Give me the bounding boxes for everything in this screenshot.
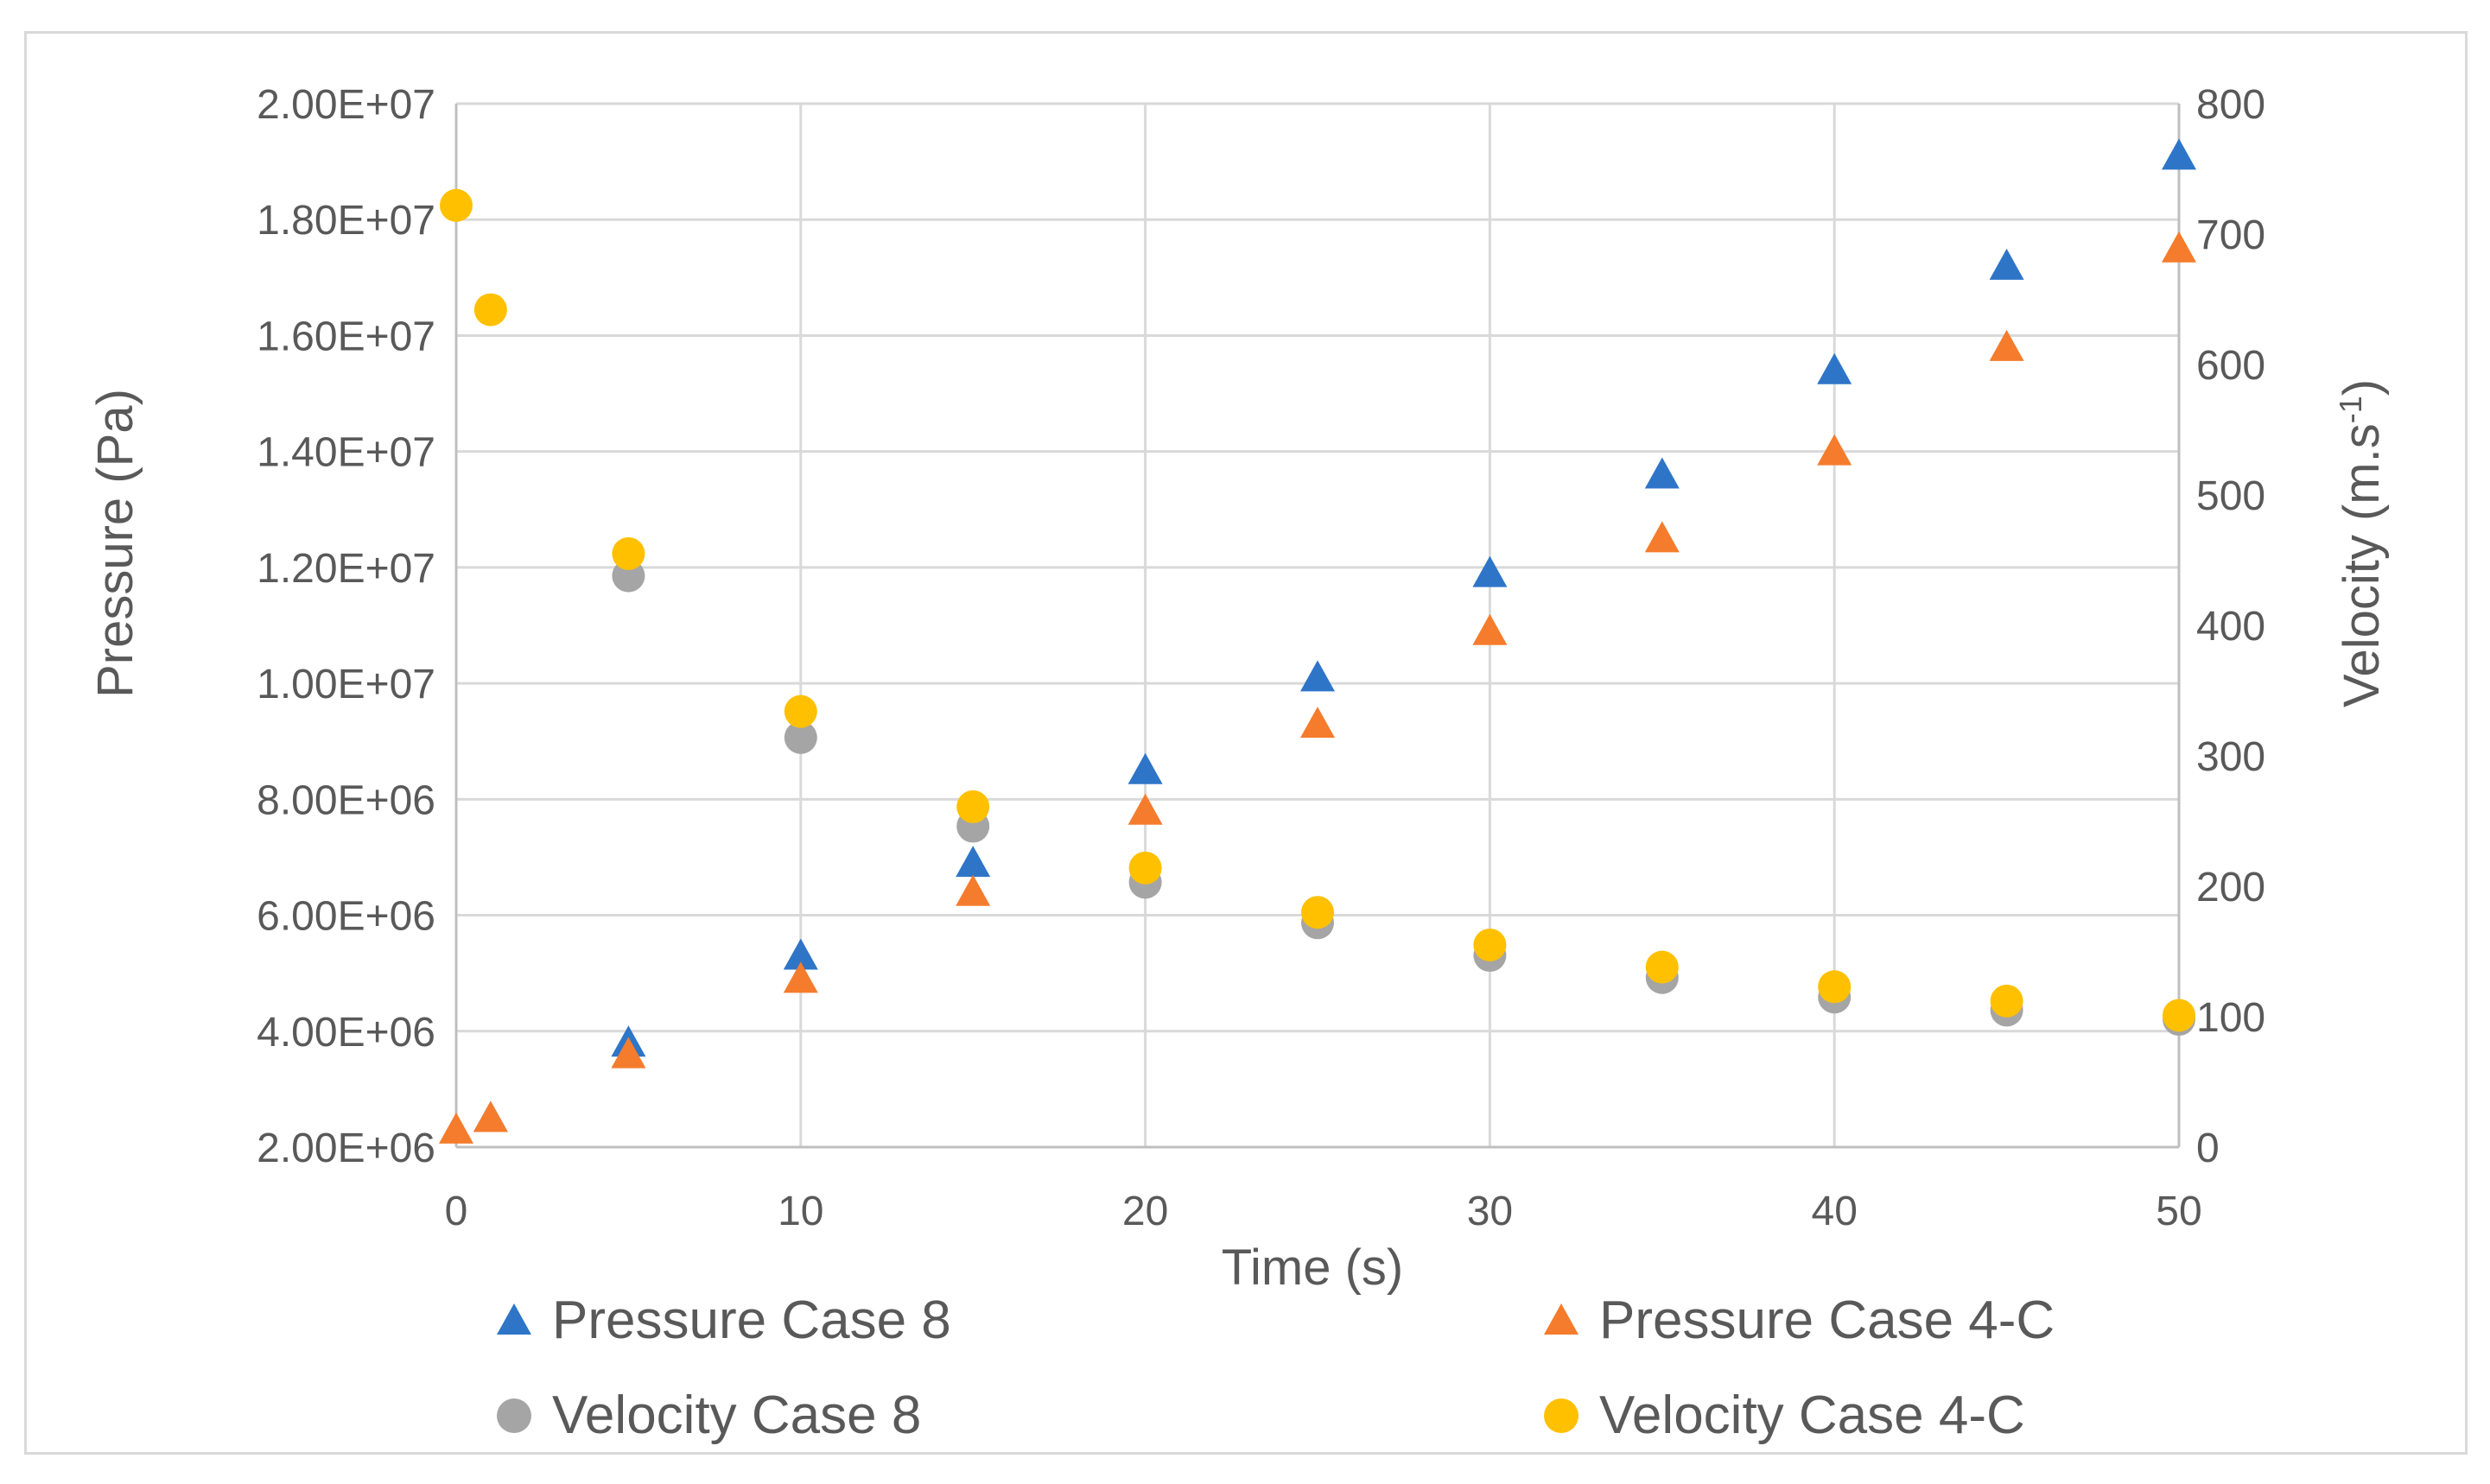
y-tick-label: 1.60E+07 [257, 314, 435, 359]
y-tick-label: 1.40E+07 [257, 430, 435, 476]
point-velocity-case-4-c [1473, 928, 1507, 961]
legend-label-velocity-case-8: Velocity Case 8 [552, 1386, 921, 1445]
point-pressure-case-4-c [2162, 231, 2196, 263]
legend: Pressure Case 8 Pressure Case 4-C Veloci… [497, 1291, 2055, 1445]
y2-tick-label: 700 [2196, 212, 2265, 258]
legend-label-velocity-case-4c: Velocity Case 4-C [1599, 1386, 2025, 1445]
point-pressure-case-8 [1817, 352, 1852, 384]
point-velocity-case-4-c [612, 536, 645, 570]
y-axis-title: Pressure (Pa) [87, 389, 143, 698]
y2-tick-label: 500 [2196, 473, 2265, 519]
x-tick-labels: 0 10 20 30 40 50 [445, 1189, 2202, 1234]
point-pressure-case-4-c [783, 961, 818, 993]
legend-marker-velocity-case-4c [1544, 1398, 1578, 1433]
x-axis-title: Time (s) [1222, 1240, 1403, 1296]
y2-axis-title-sup: -1 [2333, 396, 2368, 423]
legend-marker-pressure-case-8 [497, 1303, 531, 1335]
y-tick-label: 6.00E+06 [257, 894, 435, 940]
point-pressure-case-8 [1472, 555, 1508, 587]
y-tick-label: 4.00E+06 [257, 1010, 435, 1056]
y2-tick-label: 100 [2196, 995, 2265, 1041]
y2-tick-label: 800 [2196, 82, 2265, 128]
y-tick-label: 1.00E+07 [257, 662, 435, 707]
y2-tick-label: 600 [2196, 343, 2265, 389]
legend-item-pressure-case-4c: Pressure Case 4-C [1544, 1291, 2055, 1350]
scatter-chart: 0 10 20 30 40 50 2.00E+06 4.00E+06 6.00E+06 8.00… [87, 82, 2391, 1445]
y-tick-label: 1.20E+07 [257, 546, 435, 592]
chart-container: 0 10 20 30 40 50 2.00E+06 4.00E+06 6.00E+06 8.00… [24, 31, 2468, 1455]
point-pressure-case-8 [956, 846, 991, 878]
x-tick-label: 40 [1812, 1189, 1858, 1234]
legend-item-velocity-case-4c: Velocity Case 4-C [1544, 1386, 2025, 1445]
grid-layer [454, 102, 2181, 1149]
point-pressure-case-4-c [956, 874, 991, 906]
legend-marker-velocity-case-8 [497, 1398, 531, 1433]
point-pressure-case-4-c [1472, 613, 1508, 645]
y2-tick-label: 400 [2196, 604, 2265, 650]
point-pressure-case-4-c [1989, 329, 2024, 361]
point-pressure-case-8 [1989, 248, 2024, 280]
point-pressure-case-8 [2162, 138, 2196, 170]
point-pressure-case-4-c [473, 1100, 508, 1132]
y2-axis-title-main: Velocity (m.s [2334, 423, 2390, 707]
legend-item-velocity-case-8: Velocity Case 8 [497, 1386, 921, 1445]
point-pressure-case-4-c [1817, 434, 1852, 466]
y2-tick-label: 300 [2196, 734, 2265, 780]
point-pressure-case-4-c [611, 1037, 646, 1069]
point-velocity-case-8 [784, 720, 817, 754]
point-pressure-case-4-c [1300, 707, 1335, 739]
legend-label-pressure-case-4c: Pressure Case 4-C [1599, 1291, 2055, 1350]
y2-tick-labels: 0 100 200 300 400 500 600 700 800 [2196, 82, 2265, 1171]
point-pressure-case-4-c [439, 1112, 473, 1144]
y-tick-label: 2.00E+07 [257, 82, 435, 128]
point-velocity-case-4-c [1128, 851, 1162, 885]
x-tick-label: 30 [1467, 1189, 1513, 1234]
y-tick-label: 1.80E+07 [257, 198, 435, 244]
legend-item-pressure-case-8: Pressure Case 8 [497, 1291, 951, 1350]
y2-tick-label: 200 [2196, 865, 2265, 910]
point-velocity-case-4-c [1645, 950, 1679, 984]
legend-marker-pressure-case-4c [1544, 1303, 1578, 1335]
x-tick-label: 20 [1122, 1189, 1168, 1234]
x-tick-label: 10 [778, 1189, 823, 1234]
axes-layer [454, 104, 2181, 1149]
point-velocity-case-4-c [440, 188, 473, 222]
point-pressure-case-8 [1127, 752, 1163, 784]
point-velocity-case-4-c [1990, 984, 2023, 1018]
y-tick-label: 8.00E+06 [257, 777, 435, 823]
point-velocity-case-4-c [784, 694, 817, 728]
point-velocity-case-4-c [473, 293, 507, 327]
point-pressure-case-4-c [1127, 793, 1163, 825]
x-tick-label: 50 [2156, 1189, 2201, 1234]
point-pressure-case-8 [1300, 660, 1335, 692]
y2-tick-label: 0 [2196, 1126, 2220, 1171]
point-velocity-case-4-c [956, 790, 990, 823]
point-pressure-case-8 [783, 938, 818, 970]
y2-axis-title: Velocity (m.s-1) [2333, 379, 2391, 707]
y-tick-label: 2.00E+06 [257, 1126, 435, 1171]
legend-label-pressure-case-8: Pressure Case 8 [552, 1291, 951, 1350]
point-velocity-case-4-c [2163, 999, 2195, 1032]
point-velocity-case-4-c [1301, 896, 1334, 929]
data-points [439, 138, 2196, 1144]
y2-axis-title-end: ) [2334, 379, 2390, 396]
y-tick-labels: 2.00E+06 4.00E+06 6.00E+06 8.00E+06 1.00E+07… [257, 82, 435, 1171]
point-pressure-case-4-c [1644, 521, 1680, 553]
x-tick-label: 0 [445, 1189, 468, 1234]
point-velocity-case-4-c [1818, 970, 1852, 1004]
point-pressure-case-8 [1644, 457, 1680, 489]
